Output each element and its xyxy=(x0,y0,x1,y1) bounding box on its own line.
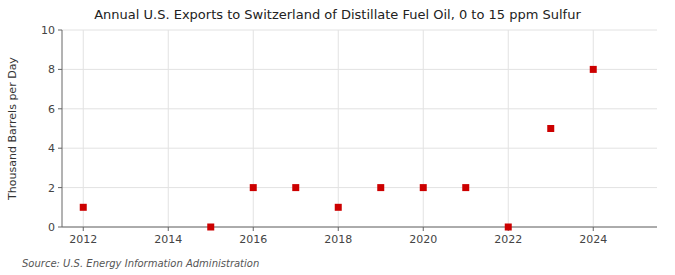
x-tick-label: 2014 xyxy=(154,233,182,246)
y-axis: 0 2 4 6 8 10 xyxy=(41,24,62,234)
y-tick xyxy=(58,69,62,70)
grid-line xyxy=(62,187,657,188)
point xyxy=(420,184,427,191)
title: Annual U.S. Exports to Switzerland of Di… xyxy=(94,7,581,22)
x-tick xyxy=(83,227,84,231)
point xyxy=(335,204,342,211)
y-tick-label: 8 xyxy=(48,63,55,76)
grid-line xyxy=(168,30,169,227)
point xyxy=(292,184,299,191)
y-tick xyxy=(58,187,62,188)
y-axis-label: Thousand Barrels per Day xyxy=(6,57,19,201)
y-tick xyxy=(58,227,62,228)
y-tick xyxy=(58,30,62,31)
chart: Annual U.S. Exports to Switzerland of Di… xyxy=(0,0,675,275)
x-tick-label: 2020 xyxy=(409,233,437,246)
y-axis-line xyxy=(62,30,63,227)
grid-line xyxy=(62,69,657,70)
point xyxy=(377,184,384,191)
point xyxy=(207,224,214,231)
x-tick-label: 2024 xyxy=(579,233,607,246)
source: Source: U.S. Energy Information Administ… xyxy=(22,258,259,269)
background xyxy=(0,0,675,275)
grid-line xyxy=(62,148,657,149)
grid xyxy=(62,30,657,227)
point xyxy=(250,184,257,191)
grid-line xyxy=(423,30,424,227)
y-tick-label: 0 xyxy=(48,221,55,234)
x-tick xyxy=(168,227,169,231)
point xyxy=(462,184,469,191)
grid-line xyxy=(62,108,657,109)
x-tick-label: 2022 xyxy=(494,233,522,246)
y-tick xyxy=(58,108,62,109)
x-tick-label: 2018 xyxy=(324,233,352,246)
grid-line xyxy=(83,30,84,227)
y-tick-label: 10 xyxy=(41,24,55,37)
points xyxy=(80,66,597,231)
point xyxy=(547,125,554,132)
x-axis: 2012 2014 2016 2018 2020 2022 2024 xyxy=(69,227,607,246)
x-axis-line xyxy=(62,227,657,228)
y-tick-label: 2 xyxy=(48,182,55,195)
grid-line xyxy=(338,30,339,227)
point xyxy=(80,204,87,211)
grid-line xyxy=(508,30,509,227)
x-tick-label: 2012 xyxy=(69,233,97,246)
x-tick xyxy=(253,227,254,231)
y-tick xyxy=(58,148,62,149)
y-tick-label: 6 xyxy=(48,103,55,116)
x-tick xyxy=(338,227,339,231)
x-tick-label: 2016 xyxy=(239,233,267,246)
point xyxy=(505,224,512,231)
grid-line xyxy=(593,30,594,227)
grid-line xyxy=(253,30,254,227)
point xyxy=(590,66,597,73)
x-tick xyxy=(423,227,424,231)
x-tick xyxy=(593,227,594,231)
grid-line xyxy=(62,227,657,228)
y-tick-label: 4 xyxy=(48,142,55,155)
grid-line xyxy=(62,30,657,31)
